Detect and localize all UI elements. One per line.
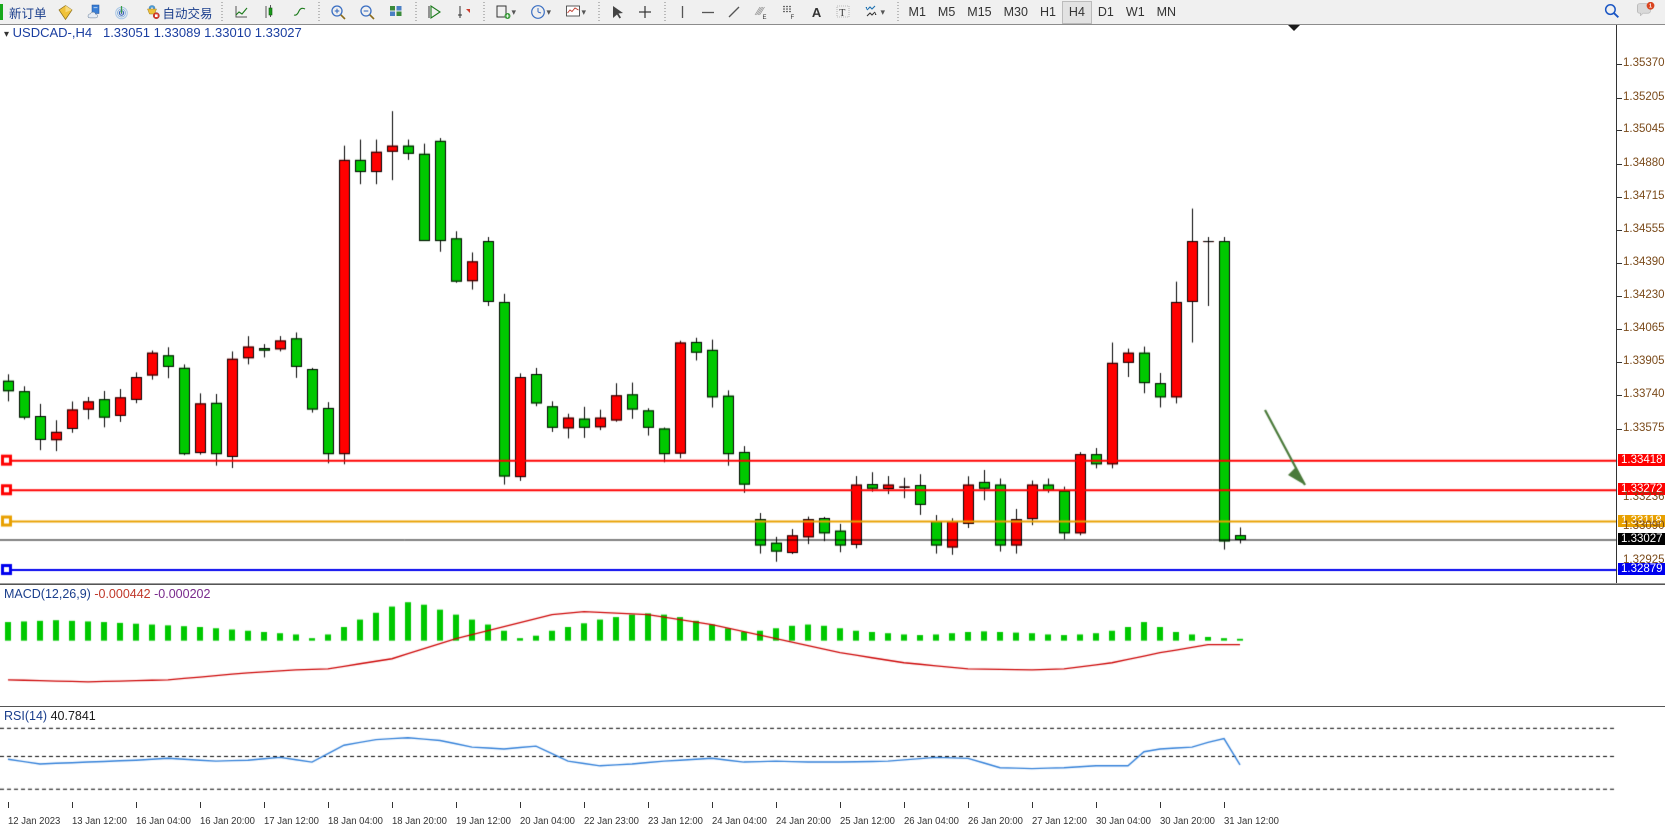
- svg-text:T: T: [839, 8, 845, 19]
- svg-text:F: F: [791, 15, 795, 21]
- svg-text:E: E: [763, 15, 767, 21]
- svg-text:1: 1: [1649, 3, 1652, 9]
